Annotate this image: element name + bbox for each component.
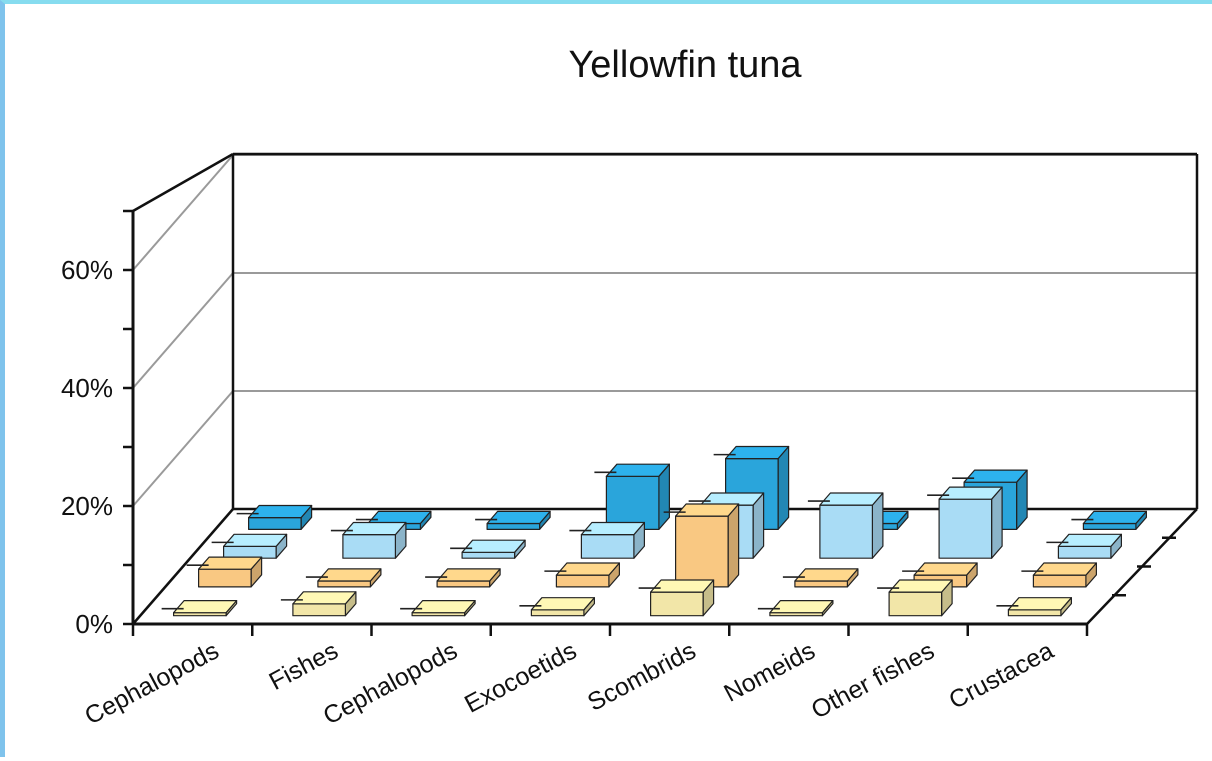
bar-front bbox=[530, 609, 585, 617]
bar-front bbox=[888, 591, 943, 617]
bar-front bbox=[317, 580, 371, 588]
bar-front bbox=[461, 551, 516, 559]
bar-top bbox=[938, 486, 1003, 500]
bar-top bbox=[699, 492, 765, 506]
category-label: Fishes bbox=[265, 637, 343, 696]
bar-top bbox=[223, 533, 288, 548]
bar-top bbox=[963, 469, 1028, 483]
bar-front bbox=[342, 533, 396, 559]
side-gridline bbox=[132, 390, 234, 507]
bar-front bbox=[1007, 609, 1062, 617]
bar-front bbox=[605, 475, 660, 531]
bar-top bbox=[580, 521, 646, 536]
bar-top bbox=[888, 579, 953, 593]
bar-top bbox=[342, 521, 407, 536]
category-label: Cephalopods bbox=[319, 637, 462, 731]
bar-side bbox=[777, 445, 790, 531]
bar-top bbox=[674, 503, 740, 517]
bar-front bbox=[794, 580, 849, 588]
bar-top bbox=[769, 599, 834, 614]
bar-top bbox=[292, 591, 357, 605]
bar-top bbox=[555, 562, 621, 576]
bar-top bbox=[173, 599, 238, 614]
chart-title: Yellowfin tuna bbox=[568, 44, 802, 86]
bar-front bbox=[486, 522, 541, 531]
bar-top bbox=[436, 568, 501, 582]
bar-top bbox=[411, 599, 476, 614]
bar-front bbox=[292, 603, 346, 617]
bar-front bbox=[819, 504, 874, 559]
bar-front bbox=[674, 515, 729, 588]
bar-front bbox=[580, 533, 635, 559]
side-gridline bbox=[132, 154, 234, 271]
y-tick-label: 40% bbox=[61, 373, 113, 403]
floor-left-edge bbox=[132, 508, 234, 625]
bar-top bbox=[819, 492, 884, 506]
bar-front bbox=[1032, 574, 1087, 588]
bar-top bbox=[1007, 597, 1073, 611]
y-tick-label: 0% bbox=[75, 609, 113, 639]
bar-chart-3d: Yellowfin tuna 0%20%40%60%Cephalopods Fis… bbox=[61, 44, 1199, 731]
bar-front bbox=[649, 591, 704, 617]
bar-front bbox=[938, 498, 993, 559]
category-label: Other fishes bbox=[807, 637, 939, 725]
bar-top bbox=[794, 568, 859, 582]
y-tick-label: 20% bbox=[61, 491, 113, 521]
bar-top bbox=[317, 568, 382, 582]
bar-top bbox=[198, 556, 263, 570]
category-label: Crustacea bbox=[944, 637, 1058, 715]
bar-front bbox=[248, 516, 302, 531]
category-label: Cephalopods bbox=[80, 637, 223, 731]
bar-front bbox=[198, 568, 252, 588]
bar-top bbox=[1057, 533, 1123, 548]
bar-top bbox=[1032, 562, 1098, 576]
axes-group bbox=[123, 152, 1199, 636]
bars-group bbox=[161, 445, 1148, 617]
category-label: Exocoetids bbox=[460, 637, 581, 719]
category-label: Nomeids bbox=[719, 637, 819, 708]
side-gridline bbox=[132, 272, 234, 389]
bar-top bbox=[605, 463, 671, 477]
bar-top bbox=[248, 504, 313, 519]
y-tick-label: 60% bbox=[61, 255, 113, 285]
bar-top bbox=[530, 597, 596, 611]
bar-top bbox=[649, 579, 715, 593]
bar-front bbox=[1082, 522, 1137, 531]
back-wall bbox=[233, 154, 1197, 509]
bar-front bbox=[223, 545, 277, 559]
bar-front bbox=[1057, 545, 1112, 559]
bar-top bbox=[461, 539, 526, 553]
bar-top bbox=[724, 445, 790, 460]
bar-side bbox=[727, 503, 740, 588]
category-label: Scombrids bbox=[583, 637, 700, 717]
bar-top bbox=[486, 510, 551, 525]
bar-top bbox=[913, 562, 978, 576]
bar-front bbox=[436, 580, 491, 588]
bar-top bbox=[1082, 510, 1148, 525]
side-wall-top-edge bbox=[132, 152, 234, 213]
bar-top bbox=[367, 510, 432, 525]
bar-front bbox=[555, 574, 610, 588]
